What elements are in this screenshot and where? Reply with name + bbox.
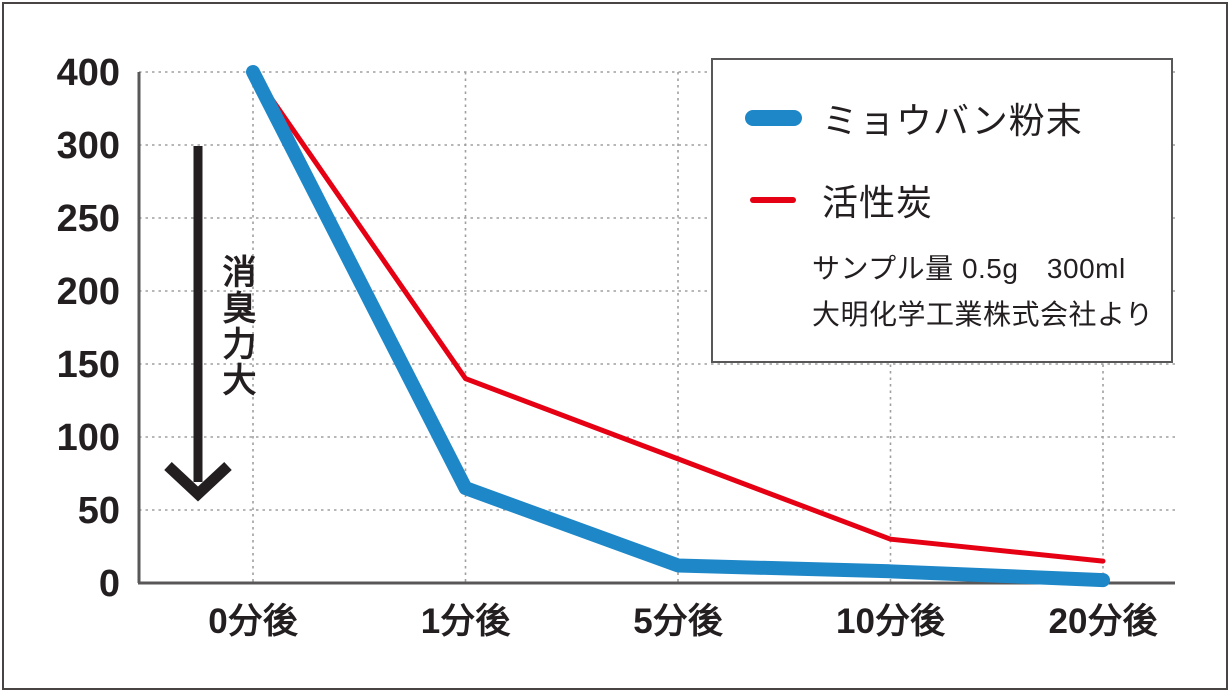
- legend-notes: サンプル量 0.5g 300ml 大明化学工業株式会社より: [812, 246, 1171, 338]
- activated-carbon-line-swatch: [750, 197, 796, 203]
- y-tick-label-0: 0: [99, 563, 120, 605]
- legend-label-alum-powder: ミョウバン粉末: [822, 100, 1083, 141]
- alum-line-swatch: [744, 110, 802, 126]
- y-tick-label-400: 400: [57, 52, 120, 94]
- x-tick-label-1: 1分後: [421, 602, 511, 641]
- y-tick-label-150: 150: [57, 344, 120, 386]
- legend-box: ミョウバン粉末 活性炭 サンプル量 0.5g 300ml 大明化学工業株式会社よ…: [711, 58, 1173, 363]
- source-note: 大明化学工業株式会社より: [812, 299, 1154, 330]
- legend-item-alum-powder: ミョウバン粉末: [743, 96, 1171, 141]
- y-tick-label-100: 100: [57, 417, 120, 459]
- sample-amount-note: サンプル量 0.5g 300ml: [812, 253, 1126, 284]
- x-tick-label-4: 20分後: [1049, 602, 1159, 641]
- legend-label-activated-carbon: 活性炭: [822, 182, 934, 223]
- x-tick-label-0: 0分後: [208, 602, 298, 641]
- legend-item-activated-carbon: 活性炭: [743, 178, 1171, 223]
- alum-swatch-box: [743, 110, 803, 126]
- down-arrow-icon: [164, 461, 232, 502]
- x-tick-label-3: 10分後: [836, 602, 946, 641]
- deodorizing-power-label: 消臭力大: [217, 254, 255, 398]
- activated-carbon-line: [250, 69, 1106, 564]
- x-tick-label-2: 5分後: [633, 602, 723, 641]
- alum-powder-line: [246, 65, 1110, 588]
- carbon-swatch-box: [743, 197, 803, 203]
- y-tick-label-50: 50: [78, 490, 120, 532]
- y-tick-label-200: 200: [57, 271, 120, 313]
- y-tick-label-250: 250: [57, 198, 120, 240]
- y-tick-label-300: 300: [57, 125, 120, 167]
